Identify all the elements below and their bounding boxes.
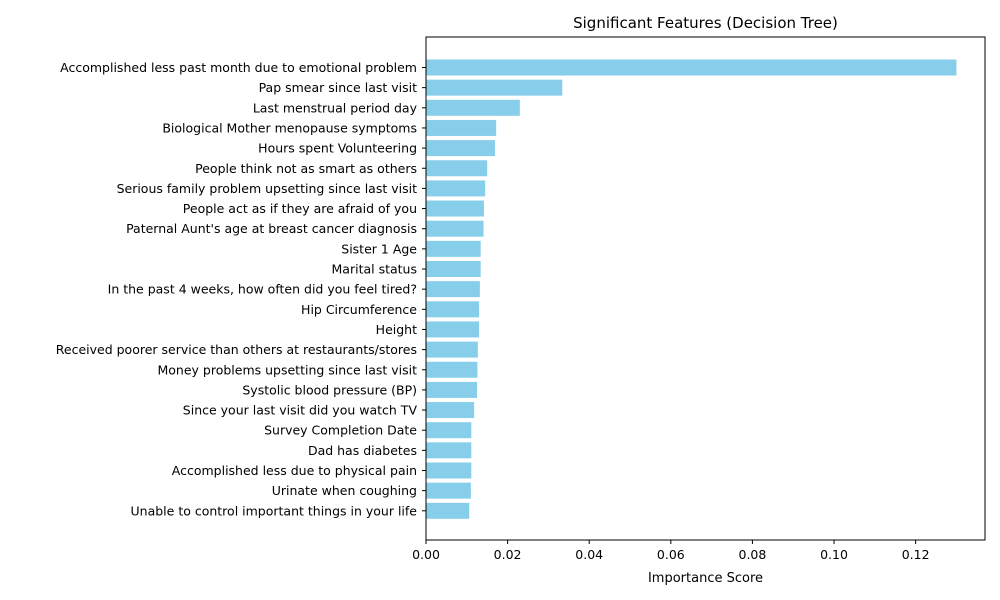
bar	[426, 442, 472, 459]
chart-title: Significant Features (Decision Tree)	[573, 14, 838, 32]
x-ticks: 0.00 0.02 0.04 0.06 0.08 0.10 0.12	[412, 540, 930, 562]
x-tick-label: 0.02	[494, 547, 522, 562]
x-tick-label: 0.00	[412, 547, 440, 562]
x-tick-label: 0.12	[902, 547, 930, 562]
bar	[426, 79, 563, 96]
y-tick-label: Pap smear since last visit	[259, 80, 418, 95]
y-tick-label: Since your last visit did you watch TV	[183, 403, 418, 418]
y-tick-label: Hip Circumference	[301, 302, 417, 317]
bars-group	[426, 59, 957, 519]
y-tick-label: Hours spent Volunteering	[258, 141, 417, 156]
bar	[426, 482, 471, 499]
y-tick-label: Dad has diabetes	[308, 443, 417, 458]
y-tick-label: Height	[376, 322, 417, 337]
bar	[426, 119, 497, 136]
bar	[426, 140, 495, 157]
y-tick-label: Biological Mother menopause symptoms	[162, 120, 417, 135]
y-tick-label: Sister 1 Age	[341, 241, 417, 256]
bar	[426, 321, 480, 338]
x-tick-label: 0.08	[739, 547, 767, 562]
bar	[426, 160, 488, 177]
x-tick-label: 0.06	[657, 547, 685, 562]
bar	[426, 381, 478, 398]
bar	[426, 200, 484, 217]
x-tick-label: 0.10	[820, 547, 848, 562]
bar	[426, 361, 478, 378]
bar	[426, 402, 475, 419]
y-tick-label: Serious family problem upsetting since l…	[117, 181, 418, 196]
y-tick-label: Survey Completion Date	[264, 423, 417, 438]
bar	[426, 240, 481, 257]
y-tick-label: Systolic blood pressure (BP)	[242, 382, 417, 397]
bar	[426, 422, 472, 439]
bar	[426, 59, 957, 76]
bar	[426, 180, 486, 197]
plot-frame	[425, 36, 986, 541]
y-tick-label: Last menstrual period day	[253, 100, 418, 115]
bar	[426, 220, 484, 237]
x-tick-label: 0.04	[575, 547, 603, 562]
bar	[426, 281, 480, 298]
bar	[426, 261, 481, 277]
y-tick-label: In the past 4 weeks, how often did you f…	[108, 282, 417, 297]
y-tick-labels: Accomplished less past month due to emot…	[56, 60, 426, 518]
y-tick-label: Received poorer service than others at r…	[56, 342, 417, 357]
bar	[426, 99, 520, 116]
y-tick-label: Marital status	[332, 262, 417, 277]
bar	[426, 301, 480, 318]
bar	[426, 462, 472, 479]
bar	[426, 341, 478, 358]
x-axis-label: Importance Score	[648, 571, 763, 586]
y-tick-label: Accomplished less due to physical pain	[172, 463, 417, 478]
y-tick-label: People think not as smart as others	[195, 161, 417, 176]
y-tick-label: Money problems upsetting since last visi…	[157, 362, 417, 377]
y-tick-label: Accomplished less past month due to emot…	[60, 60, 417, 75]
y-tick-label: Urinate when coughing	[272, 483, 417, 498]
y-tick-label: Paternal Aunt's age at breast cancer dia…	[126, 221, 417, 236]
bar	[426, 502, 470, 519]
y-tick-label: Unable to control important things in yo…	[131, 503, 418, 518]
y-tick-label: People act as if they are afraid of you	[183, 201, 417, 216]
